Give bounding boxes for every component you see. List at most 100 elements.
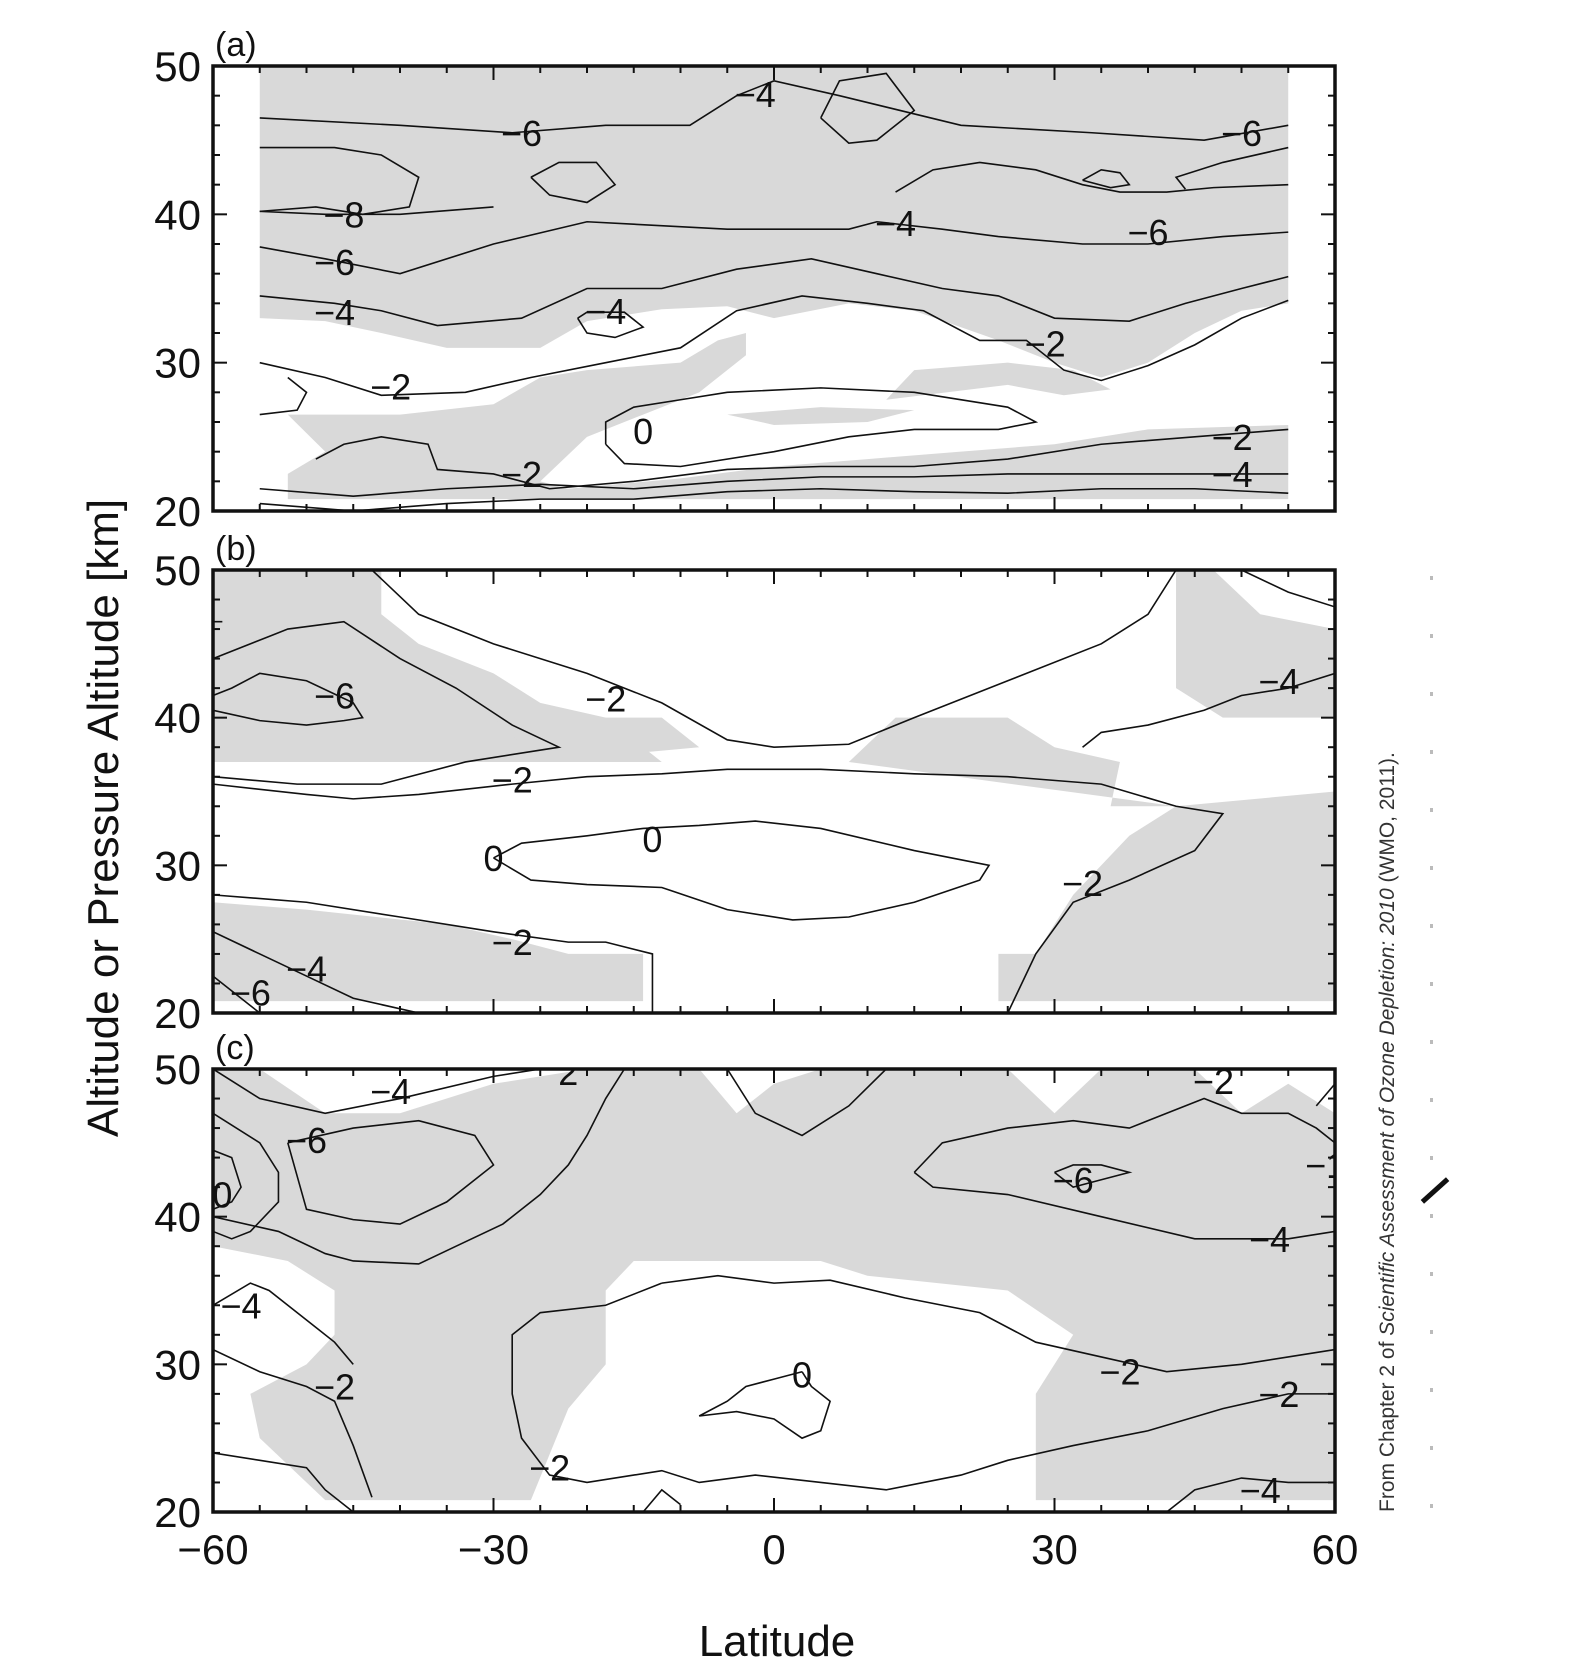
x-tick-label: 60 (1312, 1526, 1359, 1573)
x-tick-label: 0 (762, 1526, 785, 1573)
contour-label: −4 (1258, 661, 1299, 702)
contour-line (213, 1069, 541, 1115)
contour-label: −2 (1258, 1374, 1299, 1415)
contour-line (213, 672, 364, 726)
y-tick-label: 20 (154, 990, 201, 1037)
y-tick-label: 50 (154, 43, 201, 90)
panel-label: (c) (215, 1029, 255, 1067)
contour-line (604, 387, 1039, 468)
contour-label: −6 (1053, 1160, 1094, 1201)
contour-label: 0 (483, 838, 503, 879)
shaded-region (259, 66, 1289, 378)
contour-line (493, 820, 991, 921)
contour-line (213, 1282, 354, 1365)
contour-label: −2 (529, 1448, 570, 1489)
contour-line (213, 1069, 626, 1265)
contour-label: −4 (875, 203, 916, 244)
contour-line (259, 146, 420, 216)
panel-2: −6 −2 −4 −2 0 0 −2 −2 −4 −6 20 30 40 50 (b) (154, 530, 1337, 1037)
contour-line (259, 220, 1289, 275)
contour-label: −6 (286, 1120, 327, 1161)
dashed-guide-line (1430, 576, 1433, 1526)
contour-label: −4 (221, 1285, 262, 1326)
contour-line (259, 473, 1289, 497)
y-tick-label: 20 (154, 1489, 201, 1536)
y-axis-title: Altitude or Pressure Altitude [km] (79, 499, 128, 1137)
y-tick-label: 40 (154, 1194, 201, 1241)
contour-line (213, 1348, 373, 1498)
y-tick-label: 40 (154, 695, 201, 742)
contour-label: −1 (1305, 1145, 1346, 1186)
shaded-region (493, 717, 700, 762)
y-tick-label: 30 (154, 842, 201, 889)
contour-line (1315, 1083, 1335, 1107)
contour-line (913, 1171, 1335, 1240)
contour-line (1082, 672, 1335, 748)
panel-label: (a) (215, 26, 257, 64)
contour-line (1054, 1164, 1133, 1189)
shaded-region (213, 570, 662, 762)
contour-label: −4 (1212, 454, 1253, 495)
x-tick-label: −60 (177, 1526, 248, 1573)
contour-label: −4 (370, 1071, 411, 1112)
y-tick-label: 50 (154, 547, 201, 594)
contour-line (213, 1149, 242, 1211)
panel-label: (b) (215, 530, 257, 568)
contour-label: −6 (314, 676, 355, 717)
y-tick-label: 40 (154, 191, 201, 238)
contour-label: 0 (792, 1355, 812, 1396)
contour-line (642, 1488, 681, 1512)
shaded-region (213, 1069, 1335, 1501)
contour-label: −6 (501, 113, 542, 154)
contour-line (259, 258, 1289, 327)
contour-line (259, 79, 1289, 141)
plot-area: −6−4−6−8−6−4 −6−4 −4−2−20−2−2−4 (259, 66, 1289, 511)
x-tick-label: −30 (458, 1526, 529, 1573)
contour-line (371, 570, 1177, 749)
shaded-region (848, 717, 1335, 1002)
contour-line (213, 1452, 354, 1512)
contour-line (1241, 570, 1335, 608)
contour-line (698, 1370, 832, 1440)
contour-line (913, 1097, 1335, 1173)
contour-line (1166, 1477, 1335, 1512)
y-tick-label: 30 (154, 340, 201, 387)
contour-line (287, 1119, 495, 1225)
contour-label: −2 (1212, 417, 1253, 458)
contour-label: −6 (314, 242, 355, 283)
contour-label: −4 (735, 74, 776, 115)
contour-line (259, 206, 494, 216)
shaded-region (287, 333, 1289, 500)
contour-line (1082, 168, 1131, 189)
contour-line (726, 1069, 887, 1137)
credit-title: Scientific Assessment of Ozone Depletion… (1376, 888, 1399, 1336)
contour-line (511, 1282, 1335, 1491)
shaded-region (727, 407, 915, 425)
x-tick-label: 30 (1031, 1526, 1078, 1573)
y-tick-label: 20 (154, 488, 201, 535)
contour-label: −4 (1240, 1470, 1281, 1511)
shaded-region (1176, 570, 1335, 718)
contour-line (259, 295, 1289, 397)
contour-label: 0 (633, 411, 653, 452)
contour-line (820, 72, 916, 144)
contour-label: −2 (492, 760, 533, 801)
contour-line (661, 1274, 1335, 1373)
contour-line (259, 487, 1289, 511)
contour-line (213, 931, 419, 1013)
contour-label: −4 (585, 291, 626, 332)
contour-label: −2 (1193, 1061, 1234, 1102)
plot-area: −6 −2 −4 −2 0 0 −2 −2 −4 −6 (213, 570, 1335, 1013)
contour-label: 0 (212, 1175, 232, 1216)
shaded-region (886, 362, 1111, 400)
contour-line (213, 768, 1225, 1013)
contour-label: −8 (323, 194, 364, 235)
contour-label: −4 (286, 949, 327, 990)
contour-label: −2 (585, 678, 626, 719)
contour-label: −4 (1249, 1219, 1290, 1260)
contour-line (576, 311, 645, 339)
contour-label: −2 (501, 454, 542, 495)
